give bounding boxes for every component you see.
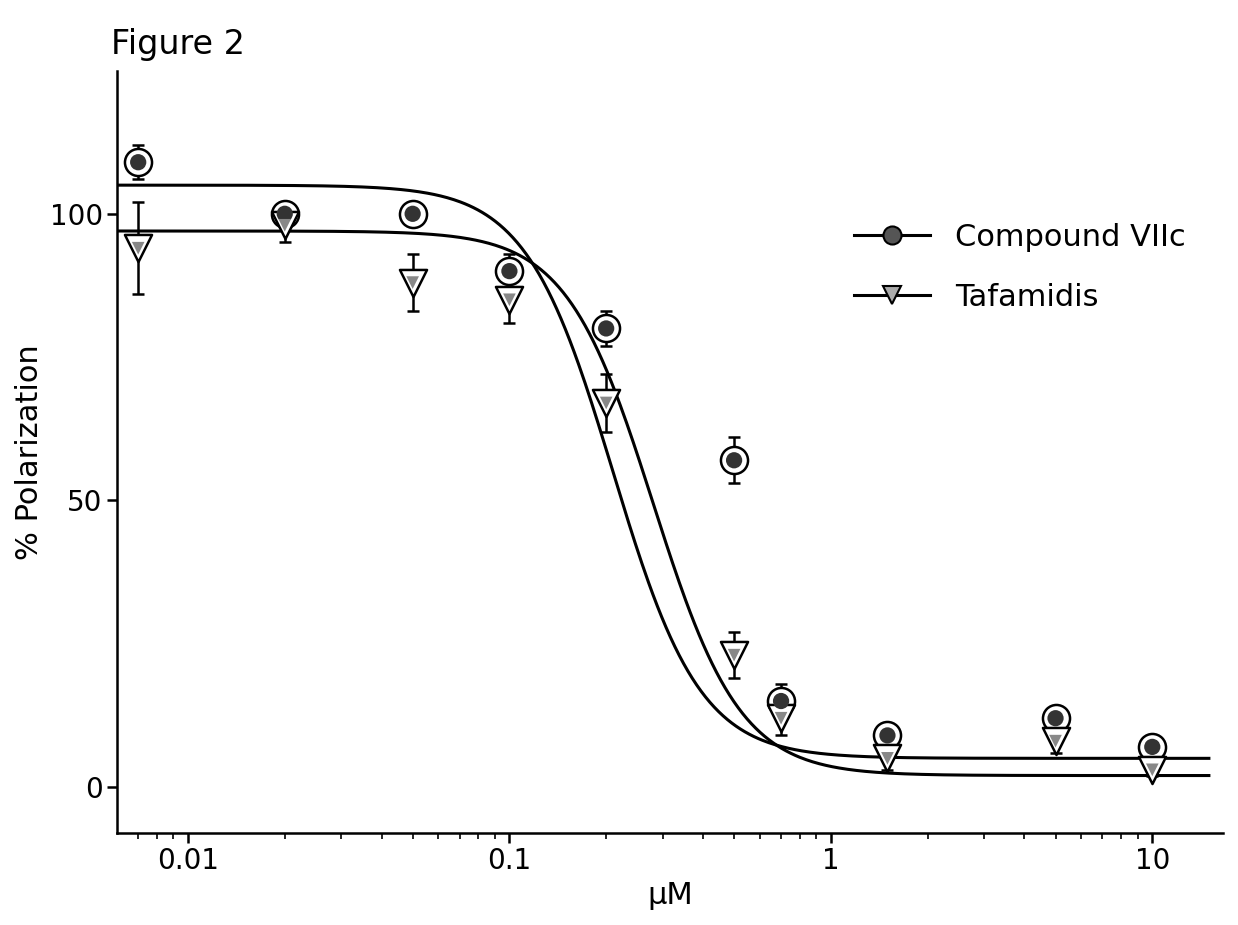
Tafamidis: [724, 648, 744, 662]
Point: [275, 206, 295, 221]
Compound VIIc: [402, 206, 422, 221]
Text: Figure 2: Figure 2: [111, 28, 245, 61]
Compound VIIc: [771, 694, 791, 709]
Point: [1046, 710, 1066, 725]
Compound VIIc: [499, 264, 519, 278]
Point: [597, 396, 617, 411]
Point: [1046, 734, 1066, 748]
Point: [129, 240, 149, 255]
Tafamidis: [402, 275, 422, 290]
Tafamidis: [275, 218, 295, 233]
Legend: Compound VIIc, Tafamidis: Compound VIIc, Tafamidis: [854, 223, 1186, 312]
Tafamidis: [129, 240, 149, 255]
Point: [724, 453, 744, 468]
Point: [129, 154, 149, 169]
Tafamidis: [771, 710, 791, 725]
Point: [724, 648, 744, 662]
Tafamidis: [878, 751, 898, 766]
Compound VIIc: [1046, 710, 1066, 725]
Tafamidis: [597, 396, 617, 411]
Point: [402, 206, 422, 221]
Point: [878, 728, 898, 743]
Tafamidis: [1143, 762, 1162, 777]
Compound VIIc: [129, 154, 149, 169]
Point: [275, 218, 295, 233]
Point: [597, 321, 617, 336]
Compound VIIc: [724, 453, 744, 468]
Point: [499, 292, 519, 307]
Compound VIIc: [878, 728, 898, 743]
Point: [499, 264, 519, 278]
X-axis label: μM: μM: [647, 881, 693, 910]
Tafamidis: [1046, 734, 1066, 748]
Point: [771, 710, 791, 725]
Point: [402, 275, 422, 290]
Point: [1143, 739, 1162, 754]
Compound VIIc: [1143, 739, 1162, 754]
Y-axis label: % Polarization: % Polarization: [15, 344, 45, 560]
Tafamidis: [499, 292, 519, 307]
Compound VIIc: [597, 321, 617, 336]
Compound VIIc: [275, 206, 295, 221]
Point: [878, 751, 898, 766]
Point: [771, 694, 791, 709]
Point: [1143, 762, 1162, 777]
